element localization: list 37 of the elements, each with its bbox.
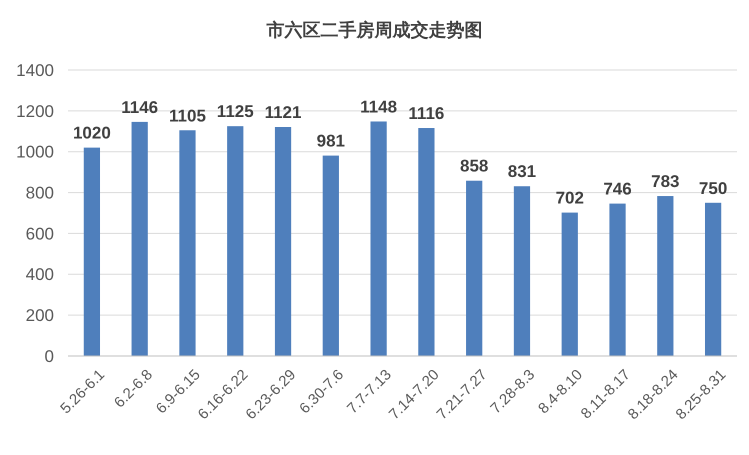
bar bbox=[466, 180, 482, 356]
data-label: 981 bbox=[316, 132, 346, 151]
data-label: 702 bbox=[556, 188, 584, 208]
bar bbox=[274, 126, 292, 356]
bar bbox=[562, 212, 578, 356]
y-tick-label: 600 bbox=[26, 224, 54, 244]
y-tick-label: 200 bbox=[26, 306, 54, 326]
data-label: 1148 bbox=[360, 97, 398, 116]
data-label: 746 bbox=[603, 180, 632, 199]
data-label: 858 bbox=[460, 156, 488, 176]
y-tick-label: 800 bbox=[26, 184, 54, 203]
data-label: 1146 bbox=[121, 98, 158, 117]
bar bbox=[609, 204, 626, 356]
data-label: 831 bbox=[508, 162, 536, 182]
y-tick-label: 0 bbox=[44, 346, 54, 366]
y-tick-label: 1400 bbox=[16, 60, 54, 80]
bar bbox=[322, 156, 339, 356]
chart-title: 市六区二手房周成交走势图 bbox=[266, 20, 482, 40]
data-label: 783 bbox=[651, 172, 680, 192]
data-label: 1116 bbox=[408, 104, 444, 124]
data-label: 750 bbox=[698, 178, 728, 198]
bar bbox=[418, 128, 435, 356]
bar bbox=[657, 196, 674, 356]
data-label: 1020 bbox=[72, 124, 111, 143]
y-tick-label: 1000 bbox=[16, 142, 54, 162]
y-tick-label: 400 bbox=[26, 265, 54, 284]
y-tick-label: 1200 bbox=[16, 102, 54, 121]
bar bbox=[704, 202, 722, 356]
data-label: 1121 bbox=[264, 102, 302, 122]
bar bbox=[132, 122, 148, 356]
data-label: 1105 bbox=[169, 106, 206, 126]
bar bbox=[370, 121, 387, 356]
bar bbox=[84, 148, 100, 356]
bar bbox=[227, 126, 244, 356]
data-label: 1125 bbox=[216, 102, 254, 122]
bar bbox=[179, 130, 196, 356]
bar bbox=[514, 186, 530, 356]
